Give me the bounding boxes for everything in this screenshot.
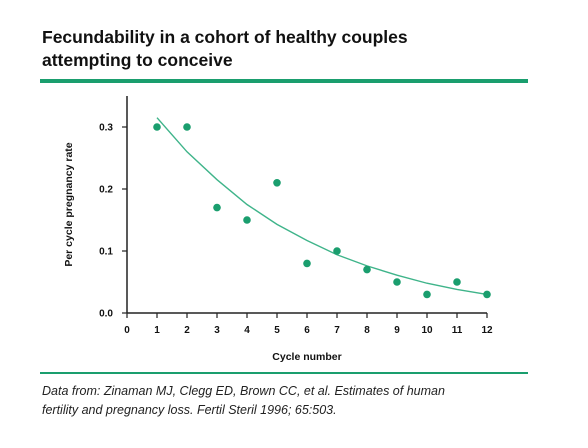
x-tick-label: 8 — [364, 325, 370, 336]
data-point — [393, 278, 401, 286]
x-tick-label: 3 — [214, 325, 220, 336]
data-point — [453, 278, 461, 286]
data-point — [153, 123, 161, 131]
data-point — [243, 216, 251, 224]
y-tick-label: 0.3 — [99, 123, 113, 134]
source-citation: Data from: Zinaman MJ, Clegg ED, Brown C… — [42, 382, 542, 420]
trend-curve — [156, 117, 488, 296]
x-axis-label: Cycle number — [272, 351, 341, 363]
data-point — [483, 290, 491, 299]
chart-title-line2: attempting to conceive — [42, 50, 233, 70]
x-tick-label: 10 — [421, 325, 433, 336]
data-point — [363, 265, 371, 274]
x-tick-label: 0 — [124, 325, 130, 336]
chart-title-line1: Fecundability in a cohort of healthy cou… — [42, 27, 408, 47]
x-tick-label: 11 — [452, 325, 463, 336]
data-point — [333, 247, 341, 255]
x-tick-label: 1 — [154, 325, 160, 336]
x-tick-label: 5 — [274, 325, 280, 336]
x-tick-label: 7 — [334, 325, 340, 336]
data-point — [213, 203, 221, 212]
x-tick-label: 6 — [304, 325, 310, 336]
y-tick-label: 0.0 — [99, 309, 113, 320]
source-line1: Data from: Zinaman MJ, Clegg ED, Brown C… — [42, 384, 445, 398]
data-point — [423, 290, 431, 299]
data-point — [273, 179, 281, 187]
chart-title: Fecundability in a cohort of healthy cou… — [42, 26, 562, 72]
x-tick-label: 2 — [184, 325, 190, 336]
x-tick-label: 4 — [244, 325, 250, 336]
x-tick-label: 12 — [481, 325, 493, 336]
y-tick-label: 0.1 — [99, 247, 113, 258]
y-axis-label: Per cycle pregnancy rate — [63, 142, 75, 266]
source-divider — [40, 372, 528, 374]
data-point — [303, 259, 311, 268]
title-divider — [40, 79, 528, 83]
y-tick-label: 0.2 — [99, 185, 113, 196]
source-line2: fertility and pregnancy loss. Fertil Ste… — [42, 403, 337, 417]
x-tick-label: 9 — [394, 325, 400, 336]
data-point — [183, 123, 191, 131]
